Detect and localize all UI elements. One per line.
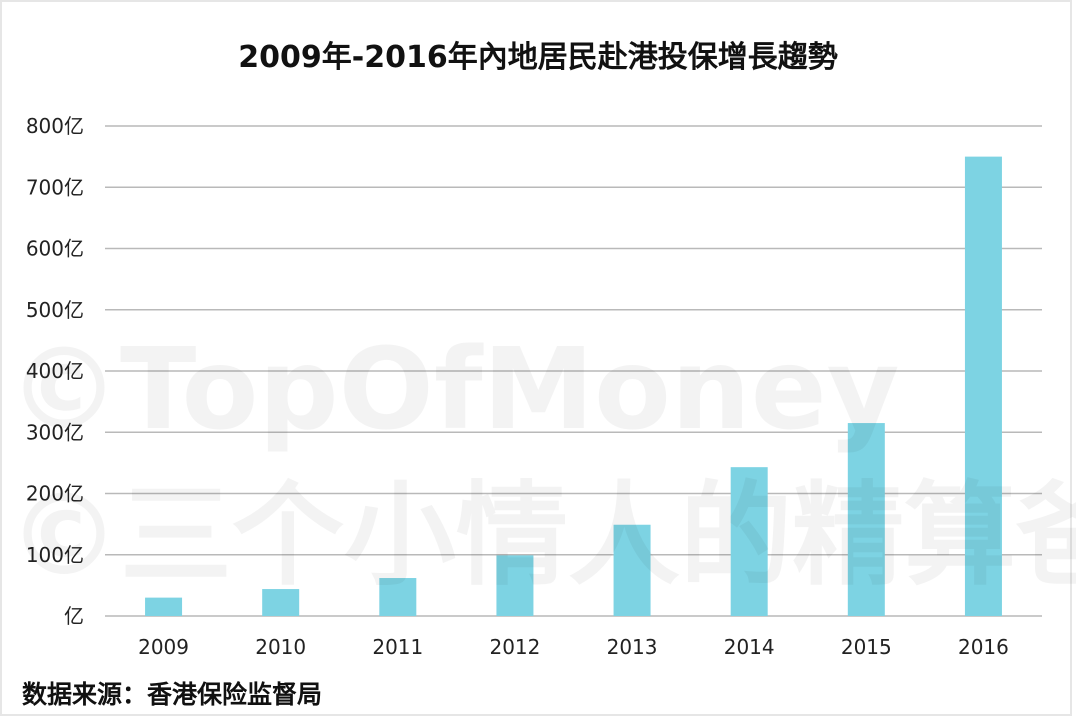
y-tick-label: 600亿 [26, 237, 84, 261]
bar [730, 467, 768, 616]
bar [964, 156, 1002, 616]
x-tick-label: 2013 [607, 635, 658, 659]
chart-title: 2009年-2016年內地居民赴港投保增長趨勢 [238, 40, 838, 75]
y-tick-label: 亿 [64, 604, 84, 628]
source-note: 数据来源：香港保险监督局 [22, 680, 323, 709]
x-tick-label: 2015 [841, 635, 892, 659]
x-tick-label: 2010 [255, 635, 306, 659]
x-tick-label: 2009 [138, 635, 189, 659]
bar [847, 423, 885, 616]
y-tick-label: 400亿 [26, 359, 84, 383]
x-tick-label: 2014 [724, 635, 775, 659]
x-tick-label: 2012 [489, 635, 540, 659]
y-tick-label: 700亿 [26, 175, 84, 199]
bar [613, 524, 651, 616]
x-tick-label: 2016 [958, 635, 1009, 659]
bar [262, 589, 300, 616]
y-tick-label: 800亿 [26, 114, 84, 138]
y-tick-label: 500亿 [26, 298, 84, 322]
bar [145, 597, 183, 616]
x-tick-label: 2011 [372, 635, 423, 659]
y-tick-label: 200亿 [26, 482, 84, 506]
y-tick-label: 300亿 [26, 420, 84, 444]
bar [379, 578, 417, 616]
bar [496, 555, 534, 616]
y-tick-label: 100亿 [26, 543, 84, 567]
